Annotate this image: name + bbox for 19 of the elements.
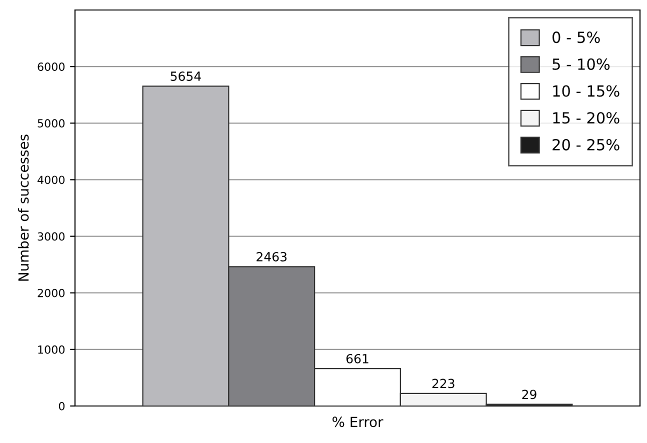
- legend-label: 5 - 10%: [552, 58, 610, 70]
- data-label: 5654: [170, 71, 201, 81]
- y-tick-label: 1000: [38, 345, 65, 354]
- legend-label: 0 - 5%: [552, 32, 600, 44]
- legend-label: 10 - 15%: [553, 85, 620, 97]
- y-axis-title: Number of successes: [18, 134, 29, 281]
- y-tick-label: 6000: [38, 62, 65, 71]
- y-tick-label: 4000: [38, 176, 65, 184]
- y-tick-label: 3000: [38, 232, 65, 241]
- y-tick-label: 2000: [38, 288, 65, 298]
- y-tick-label: 0: [58, 402, 65, 410]
- x-axis-title: % Error: [332, 416, 384, 428]
- data-label: 2463: [256, 252, 287, 262]
- y-tick-label: 5000: [38, 119, 65, 128]
- data-label: 223: [432, 378, 454, 388]
- legend-label: 20 - 25%: [552, 138, 620, 150]
- data-label: 661: [346, 354, 368, 364]
- data-label: 29: [522, 390, 536, 400]
- legend-label: 15 - 20%: [553, 112, 620, 124]
